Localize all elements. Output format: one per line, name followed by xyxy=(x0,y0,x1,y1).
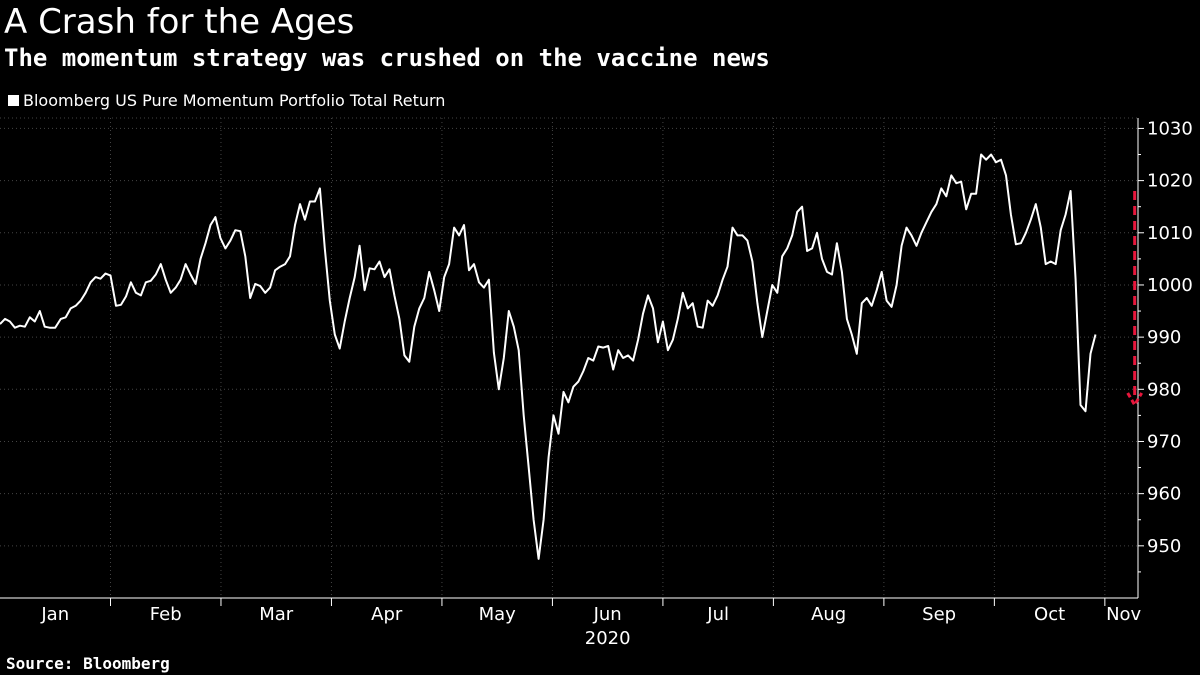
x-tick-label: Jan xyxy=(40,604,69,625)
chart-legend: Bloomberg US Pure Momentum Portfolio Tot… xyxy=(8,91,445,110)
x-tick-label: Jul xyxy=(706,604,729,625)
y-tick-label: 1030 xyxy=(1147,118,1193,139)
chart-title: A Crash for the Ages xyxy=(4,2,355,42)
x-tick-label: Feb xyxy=(150,604,182,625)
x-tick-label: May xyxy=(479,604,517,625)
legend-swatch xyxy=(8,95,19,106)
drop-arrow-head xyxy=(1126,392,1143,408)
grid-layer xyxy=(0,117,1138,598)
chart-subtitle: The momentum strategy was crushed on the… xyxy=(4,44,770,72)
x-tick-label: Nov xyxy=(1106,604,1141,625)
x-tick-label: Jun xyxy=(593,604,622,625)
y-tick-label: 1000 xyxy=(1147,275,1193,296)
x-tick-label: Sep xyxy=(922,604,956,625)
legend-label: Bloomberg US Pure Momentum Portfolio Tot… xyxy=(23,91,446,110)
series-layer xyxy=(0,153,1097,560)
x-axis-label: 2020 xyxy=(585,628,631,649)
x-tick-label: Oct xyxy=(1034,604,1065,625)
y-tick-label: 950 xyxy=(1147,536,1181,557)
y-tick-label: 960 xyxy=(1147,484,1181,505)
series-line xyxy=(0,153,1097,560)
y-tick-label: 990 xyxy=(1147,327,1181,348)
y-tick-label: 1020 xyxy=(1147,171,1193,192)
axis-layer: 950 960 970 980 990 1000 1010 1020 1030 Jan Feb Mar… xyxy=(0,118,1193,649)
x-tick-label: Apr xyxy=(371,604,403,625)
x-tick-label: Mar xyxy=(259,604,294,625)
y-tick-label: 970 xyxy=(1147,431,1181,452)
y-tick-label: 980 xyxy=(1147,379,1181,400)
y-tick-label: 1010 xyxy=(1147,223,1193,244)
source-note: Source: Bloomberg xyxy=(6,654,170,673)
annotation-layer xyxy=(1126,191,1143,408)
x-tick-label: Aug xyxy=(811,604,846,625)
